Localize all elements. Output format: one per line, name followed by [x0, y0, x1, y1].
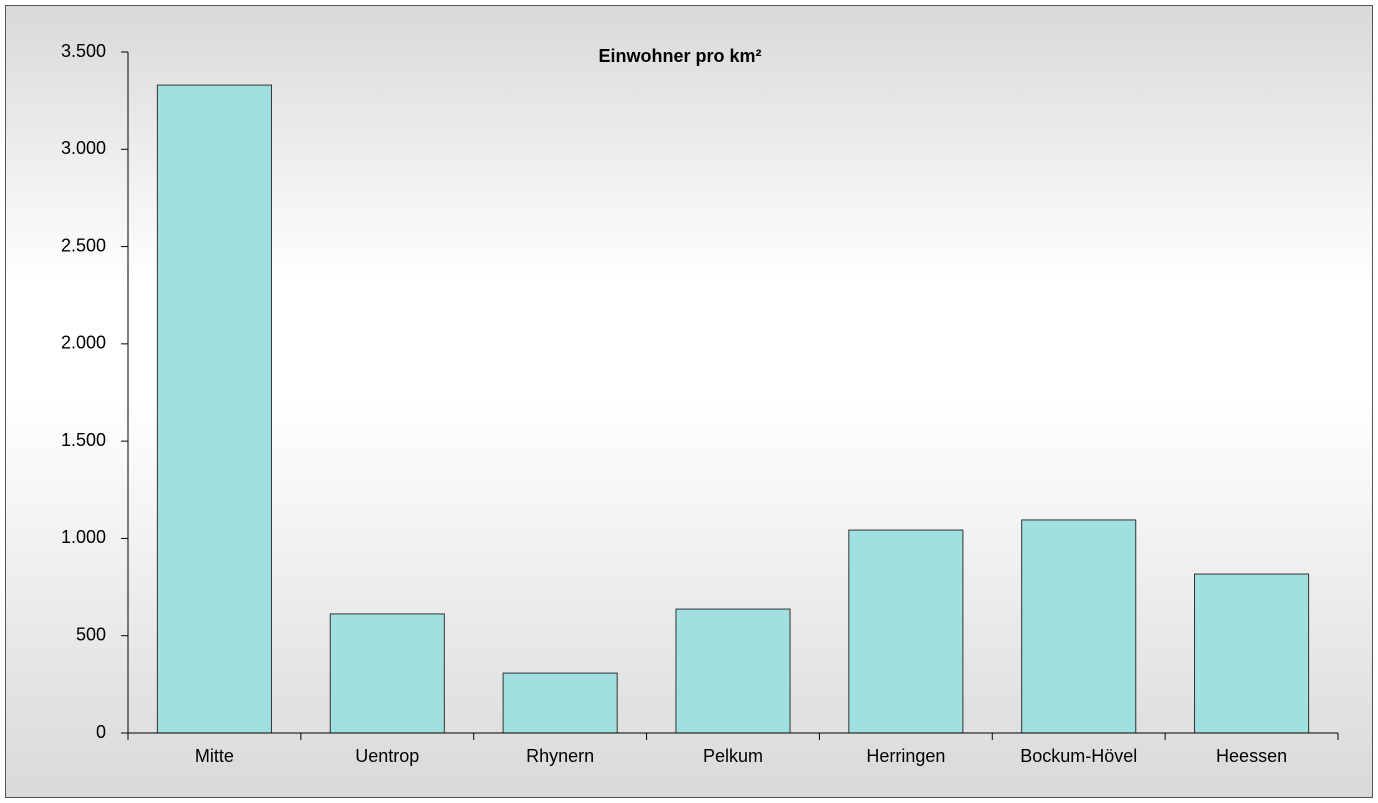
x-tick-label: Herringen [866, 746, 945, 766]
x-tick-label: Heessen [1216, 746, 1287, 766]
y-tick-label: 0 [96, 722, 106, 742]
y-tick-label: 1.000 [61, 527, 106, 547]
y-tick-label: 2.000 [61, 333, 106, 353]
bar [1194, 573, 1310, 734]
y-tick-label: 2.500 [61, 235, 106, 255]
y-tick-label: 1.500 [61, 430, 106, 450]
y-tick-label: 3.500 [61, 41, 106, 61]
x-tick-label: Uentrop [355, 746, 419, 766]
bar [329, 613, 445, 734]
y-tick-label: 500 [76, 624, 106, 644]
x-tick-label: Bockum-Hövel [1020, 746, 1137, 766]
y-tick-label: 3.000 [61, 138, 106, 158]
bar [502, 672, 618, 734]
x-tick-label: Rhynern [526, 746, 594, 766]
bar [1021, 519, 1137, 734]
bar [156, 84, 272, 734]
chart-title: Einwohner pro km² [598, 46, 761, 66]
x-tick-label: Mitte [195, 746, 234, 766]
bar [848, 529, 964, 734]
bar [675, 608, 791, 734]
x-tick-label: Pelkum [703, 746, 763, 766]
